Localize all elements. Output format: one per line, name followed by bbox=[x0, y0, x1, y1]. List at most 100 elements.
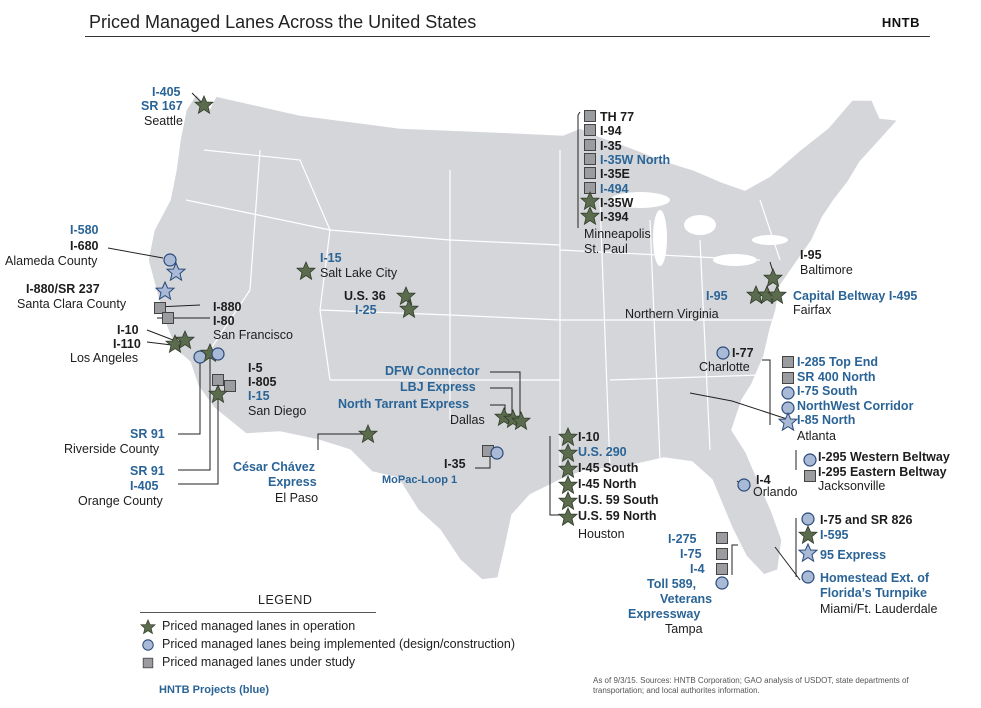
label-or-city: Orange County bbox=[78, 494, 164, 508]
label-slc-0: I-15 bbox=[320, 251, 342, 265]
map-labels: I-405 SR 167 Seattle TH 77 I-94 I-35 I-3… bbox=[5, 85, 950, 636]
label-hou-4: U.S. 59 South bbox=[578, 493, 659, 507]
legend-divider bbox=[140, 612, 376, 613]
circle-icon bbox=[716, 346, 730, 360]
square-icon bbox=[584, 139, 596, 151]
label-dal-city: Dallas bbox=[450, 413, 485, 427]
label-dal-2: North Tarrant Express bbox=[338, 397, 469, 411]
label-jax-city: Jacksonville bbox=[818, 479, 885, 493]
label-tpa-4: Veterans bbox=[660, 592, 712, 606]
label-mia-2: 95 Express bbox=[820, 548, 886, 562]
label-bay-1: I-680 bbox=[70, 239, 99, 253]
label-bal-city: Baltimore bbox=[800, 263, 853, 277]
label-sd-0: I-5 bbox=[248, 361, 263, 375]
header: Priced Managed Lanes Across the United S… bbox=[85, 8, 930, 37]
square-icon bbox=[584, 153, 596, 165]
label-hou-3: I-45 North bbox=[578, 477, 636, 491]
label-la-city: Los Angeles bbox=[70, 351, 138, 365]
square-icon bbox=[154, 302, 166, 314]
star-icon bbox=[140, 619, 156, 635]
square-icon bbox=[782, 356, 794, 368]
label-mia-3: Homestead Ext. of bbox=[820, 571, 930, 585]
label-seattle-0: I-405 bbox=[152, 85, 181, 99]
star-icon bbox=[798, 525, 818, 544]
label-bay-3: I-880/SR 237 bbox=[26, 282, 100, 296]
label-slc-1: Salt Lake City bbox=[320, 266, 398, 280]
label-mn-6: I-35W bbox=[600, 196, 634, 210]
label-tpa-0: I-275 bbox=[668, 532, 697, 546]
label-mn-5: I-494 bbox=[600, 182, 629, 196]
square-icon bbox=[584, 124, 596, 136]
label-or-0: SR 91 bbox=[130, 464, 165, 478]
label-bay-0: I-580 bbox=[70, 223, 99, 237]
label-atl-1: SR 400 North bbox=[797, 370, 876, 384]
label-den-0: U.S. 36 bbox=[344, 289, 386, 303]
square-icon bbox=[142, 657, 154, 669]
label-aus-1: MoPac-Loop 1 bbox=[382, 474, 457, 486]
legend-title: LEGEND bbox=[258, 593, 313, 607]
label-den-1: I-25 bbox=[355, 303, 377, 317]
label-bay-2: Alameda County bbox=[5, 254, 98, 268]
circle-icon bbox=[163, 253, 177, 267]
star-icon bbox=[778, 412, 798, 431]
label-bal-0: I-95 bbox=[800, 248, 822, 262]
label-aus-0: I-35 bbox=[444, 457, 466, 471]
label-jax-1: I-295 Eastern Beltway bbox=[818, 465, 947, 479]
label-mn-2: I-35 bbox=[600, 139, 622, 153]
label-atl-4: I-85 North bbox=[797, 413, 855, 427]
label-la-0: I-10 bbox=[117, 323, 139, 337]
label-tpa-2: I-4 bbox=[690, 562, 705, 576]
label-atl-2: I-75 South bbox=[797, 384, 857, 398]
star-icon bbox=[558, 491, 578, 510]
label-dal-0: DFW Connector bbox=[385, 364, 480, 378]
label-bay-7: San Francisco bbox=[213, 328, 293, 342]
label-riv-0: SR 91 bbox=[130, 427, 165, 441]
sources-note: As of 9/3/15. Sources: HNTB Corporation;… bbox=[593, 676, 909, 695]
label-seattle-city: Seattle bbox=[144, 114, 183, 128]
square-icon bbox=[716, 563, 728, 575]
square-icon bbox=[584, 167, 596, 179]
circle-icon bbox=[490, 446, 504, 460]
label-jax-0: I-295 Western Beltway bbox=[818, 450, 950, 464]
label-mn-1: I-94 bbox=[600, 124, 622, 138]
square-icon bbox=[224, 380, 236, 392]
label-mn-city2: St. Paul bbox=[584, 242, 628, 256]
label-hou-city: Houston bbox=[578, 527, 625, 541]
hntb-projects-note: HNTB Projects (blue) bbox=[159, 684, 270, 696]
star-icon bbox=[798, 543, 818, 562]
label-tpa-5: Expressway bbox=[628, 607, 700, 621]
label-mia-0: I-75 and SR 826 bbox=[820, 513, 912, 527]
label-la-1: I-110 bbox=[113, 337, 141, 351]
label-ep-city: El Paso bbox=[275, 491, 318, 505]
label-sd-1: I-805 bbox=[248, 375, 277, 389]
square-icon bbox=[584, 110, 596, 122]
label-va-1: Capital Beltway I-495 bbox=[793, 289, 917, 303]
circle-icon bbox=[142, 639, 154, 651]
label-ep-1: Express bbox=[268, 475, 317, 489]
legend-label: Priced managed lanes under study bbox=[162, 655, 356, 669]
circle-icon bbox=[211, 347, 225, 361]
square-icon bbox=[782, 372, 794, 384]
label-mia-city: Miami/Ft. Lauderdale bbox=[820, 602, 937, 616]
label-bay-4: Santa Clara County bbox=[17, 297, 127, 311]
circle-icon bbox=[737, 478, 751, 492]
label-dal-1: LBJ Express bbox=[400, 380, 476, 394]
label-hou-0: I-10 bbox=[578, 430, 600, 444]
great-lakes bbox=[610, 192, 788, 266]
square-icon bbox=[716, 532, 728, 544]
label-riv-city: Riverside County bbox=[64, 442, 160, 456]
label-va-0: I-95 bbox=[706, 289, 728, 303]
circle-icon bbox=[803, 453, 817, 467]
label-va-city1: Northern Virginia bbox=[625, 307, 719, 321]
square-icon bbox=[212, 374, 224, 386]
circle-icon bbox=[715, 576, 729, 590]
label-orl-city: Orlando bbox=[753, 485, 798, 499]
label-tpa-1: I-75 bbox=[680, 547, 702, 561]
label-sd-2: I-15 bbox=[248, 389, 270, 403]
us-landmass bbox=[147, 92, 900, 581]
square-icon bbox=[162, 312, 174, 324]
label-clt-city: Charlotte bbox=[699, 360, 750, 374]
label-atl-city: Atlanta bbox=[797, 429, 836, 443]
label-hou-2: I-45 South bbox=[578, 461, 638, 475]
